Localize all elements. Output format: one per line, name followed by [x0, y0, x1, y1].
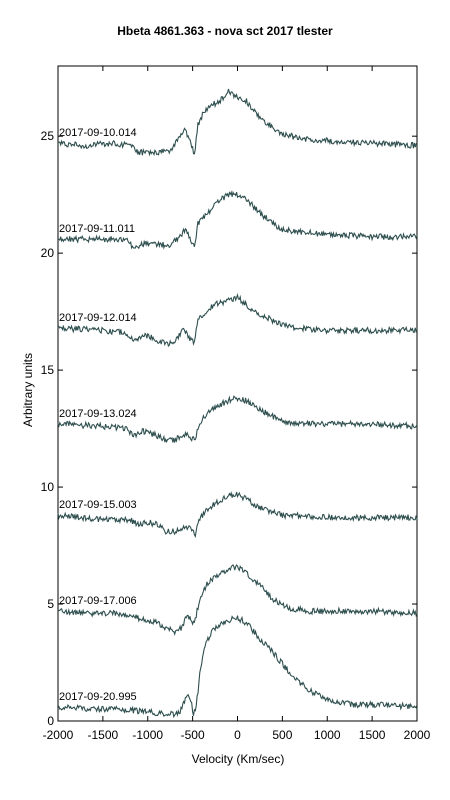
x-tick-label: 1500: [359, 728, 386, 742]
series-labels: 2017-09-10.014 2017-09-11.011 2017-09-12.0…: [59, 127, 137, 703]
series-line: [57, 615, 418, 719]
series-line: [57, 564, 418, 636]
x-tick-label: -2000: [43, 728, 74, 742]
y-tick-label: 25: [41, 129, 55, 143]
y-tick-label: 0: [47, 714, 54, 728]
x-tick-label: -500: [181, 728, 205, 742]
x-tick-label: -1000: [132, 728, 163, 742]
series-label: 2017-09-17.006: [59, 595, 137, 607]
chart-title: Hbeta 4861.363 - nova sct 2017 tlester: [117, 24, 333, 38]
y-tick-label: 15: [41, 363, 55, 377]
series-label: 2017-09-20.995: [59, 691, 137, 703]
x-tick-label: 1000: [314, 728, 341, 742]
series-lines: [57, 88, 418, 719]
x-axis-label: Velocity (Km/sec): [191, 752, 285, 766]
series-line: [57, 293, 418, 348]
series-label: 2017-09-13.024: [59, 408, 137, 420]
series-line: [57, 491, 418, 539]
x-tick-label: 2000: [404, 728, 431, 742]
series-label: 2017-09-12.014: [59, 312, 137, 324]
x-tick-label: 0: [234, 728, 241, 742]
plot-frame: [57, 65, 418, 722]
series-line: [57, 190, 418, 250]
x-tick-label: 500: [272, 728, 292, 742]
y-tick-label: 5: [47, 597, 54, 611]
series-label: 2017-09-15.003: [59, 499, 137, 511]
series-line: [58, 88, 418, 157]
y-tick-label: 10: [41, 480, 55, 494]
series-label: 2017-09-11.011: [59, 223, 135, 235]
x-tick-label: -1500: [88, 728, 119, 742]
series-label: 2017-09-10.014: [59, 127, 137, 139]
series-line: [57, 395, 418, 444]
axis-ticks: -2000 -1500 -1000 -500 0 500 1000 1500 2000 0 5 10 1…: [41, 66, 431, 742]
y-tick-label: 20: [41, 246, 55, 260]
